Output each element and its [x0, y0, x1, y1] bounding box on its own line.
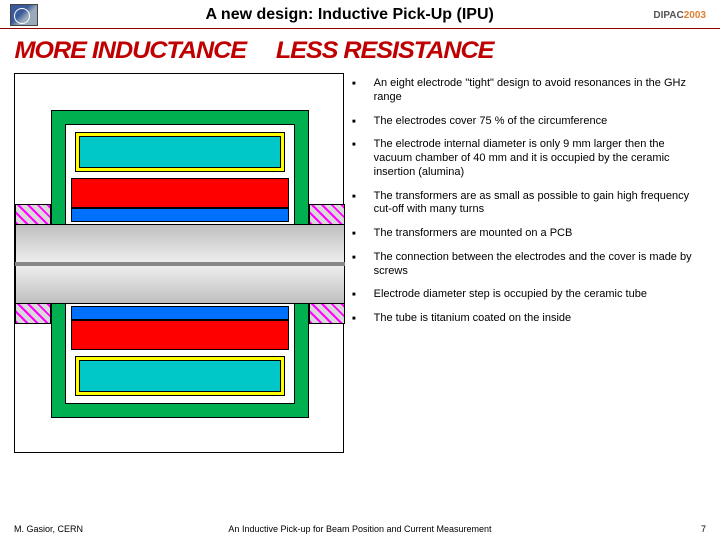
content-area: An eight electrode "tight" design to avo…: [0, 69, 720, 453]
footer: M. Gasior, CERN An Inductive Pick-up for…: [0, 524, 720, 534]
bullet-item: Electrode diameter step is occupied by t…: [352, 288, 706, 302]
ceramic-top: [71, 208, 289, 222]
ceramic-bottom: [71, 306, 289, 320]
bullet-text: An eight electrode "tight" design to avo…: [374, 77, 706, 105]
bullet-item: The tube is titanium coated on the insid…: [352, 312, 706, 326]
conference-logo: DIPAC2003: [649, 8, 710, 23]
bullet-text: Electrode diameter step is occupied by t…: [374, 288, 647, 302]
transformer-bottom: [79, 360, 281, 392]
bullet-item: The electrodes cover 75 % of the circumf…: [352, 115, 706, 129]
ipu-cross-section-diagram: [14, 73, 344, 453]
headline-right: LESS RESISTANCE: [275, 37, 493, 65]
footer-author: M. Gasior, CERN: [14, 524, 83, 534]
transformer-top: [79, 136, 281, 168]
bullet-item: The connection between the electrodes an…: [352, 251, 706, 279]
bullet-item: The electrode internal diameter is only …: [352, 138, 706, 179]
bullet-text: The electrodes cover 75 % of the circumf…: [374, 115, 608, 129]
electrode-bottom: [71, 320, 289, 350]
footer-caption: An Inductive Pick-up for Beam Position a…: [228, 524, 491, 534]
conf-name: DIPAC: [653, 10, 683, 21]
conf-year: 2003: [684, 10, 706, 21]
bullet-item: The transformers are mounted on a PCB: [352, 227, 706, 241]
headline-left: MORE INDUCTANCE: [14, 37, 246, 65]
bullet-text: The tube is titanium coated on the insid…: [374, 312, 572, 326]
slide-title: A new design: Inductive Pick-Up (IPU): [50, 6, 649, 24]
bullet-item: An eight electrode "tight" design to avo…: [352, 77, 706, 105]
bullet-text: The transformers are mounted on a PCB: [374, 227, 573, 241]
bullet-item: The transformers are as small as possibl…: [352, 190, 706, 218]
footer-page: 7: [701, 524, 706, 534]
bullet-text: The connection between the electrodes an…: [374, 251, 706, 279]
headlines-row: MORE INDUCTANCE LESS RESISTANCE: [0, 29, 720, 69]
cern-logo: [10, 4, 38, 26]
tube-centerline: [15, 262, 345, 266]
bullet-list: An eight electrode "tight" design to avo…: [352, 73, 706, 453]
header: A new design: Inductive Pick-Up (IPU) DI…: [0, 0, 720, 29]
bullet-text: The electrode internal diameter is only …: [374, 138, 706, 179]
electrode-top: [71, 178, 289, 208]
bullet-text: The transformers are as small as possibl…: [374, 190, 706, 218]
